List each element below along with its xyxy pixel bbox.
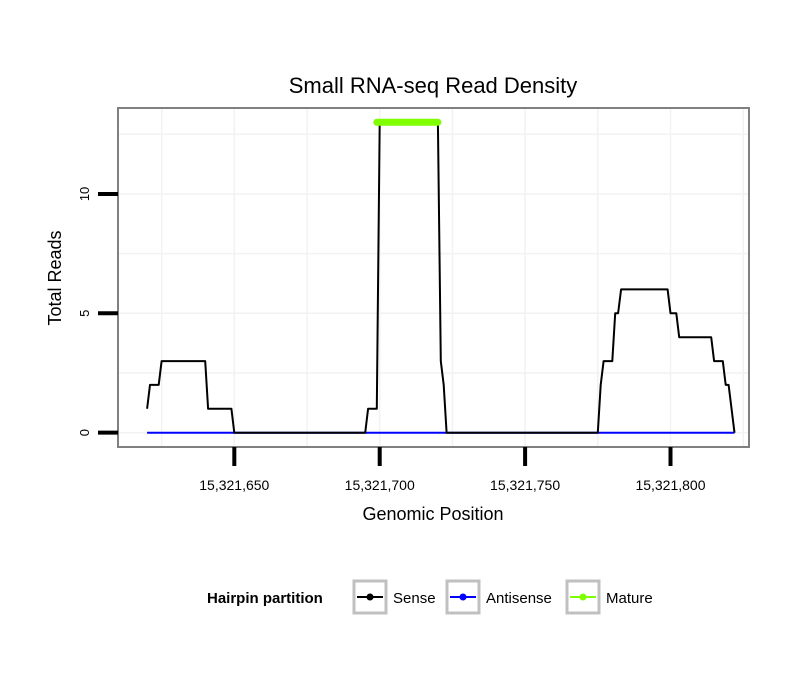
legend-key-point	[459, 593, 467, 601]
legend-item-sense: Sense	[352, 579, 436, 615]
legend-key-point	[579, 593, 587, 601]
y-tick-label: 0	[77, 429, 92, 436]
series-line-sense	[146, 121, 736, 434]
legend-title: Hairpin partition	[207, 590, 323, 607]
legend-label: Antisense	[486, 590, 552, 607]
legend-key-point	[366, 593, 374, 601]
plot-border	[117, 107, 750, 448]
legend-item-mature: Mature	[565, 579, 653, 615]
y-axis-label: Total Reads	[45, 230, 65, 325]
legend-label: Sense	[393, 590, 436, 607]
legend-keys: Sense Antisense Mature	[352, 579, 653, 615]
legend-item-antisense: Antisense	[445, 579, 552, 615]
series-layer	[146, 118, 736, 434]
x-axis-label: Genomic Position	[362, 504, 503, 524]
x-tick-label: 15,321,650	[199, 477, 269, 493]
chart-title: Small RNA-seq Read Density	[289, 73, 578, 98]
y-tick-label: 10	[77, 187, 92, 201]
x-tick-label: 15,321,750	[490, 477, 560, 493]
x-tick-label: 15,321,700	[345, 477, 415, 493]
legend-label: Mature	[606, 590, 653, 607]
y-tick-label: 5	[77, 310, 92, 317]
legend: Hairpin partition Sense Antisense Mature	[207, 579, 653, 615]
plot-panel	[118, 108, 749, 447]
y-axis-ticks: 0 5 10	[77, 187, 118, 436]
x-tick-label: 15,321,800	[635, 477, 705, 493]
x-axis-ticks: 15,321,650 15,321,700 15,321,750 15,321,800	[199, 447, 706, 493]
